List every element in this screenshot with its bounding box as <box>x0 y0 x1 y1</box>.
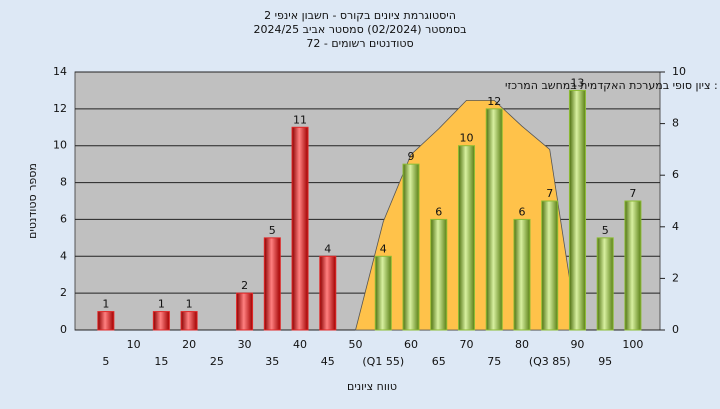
subtitle: סטודנטים רשומים - 72 <box>306 37 413 50</box>
bar <box>485 108 503 331</box>
value-label: 7 <box>629 187 636 200</box>
bar <box>513 218 531 331</box>
value-label: 6 <box>435 205 442 218</box>
x-tick-label: 20 <box>182 338 196 351</box>
x-tick-label: 95 <box>598 355 612 368</box>
value-label: 11 <box>293 113 307 126</box>
y2-tick-label: 8 <box>672 117 679 130</box>
x-tick-label: 5 <box>102 355 109 368</box>
x-tick-label: 100 <box>622 338 643 351</box>
x-tick-label: 45 <box>321 355 335 368</box>
x-tick-label: (Q1 55) <box>362 355 404 368</box>
y-tick-label: 6 <box>60 212 67 225</box>
value-label: 2 <box>241 279 248 292</box>
x-tick-label: 25 <box>210 355 224 368</box>
y-tick-label: 8 <box>60 176 67 189</box>
x-tick-label: 30 <box>238 338 252 351</box>
y2-tick-label: 6 <box>672 168 679 181</box>
y2-tick-label: 10 <box>672 65 686 78</box>
y2-tick-label: 4 <box>672 220 679 233</box>
bar <box>457 145 475 331</box>
bar <box>263 237 281 331</box>
value-label: 9 <box>408 150 415 163</box>
y2-tick-label: 2 <box>672 271 679 284</box>
value-label: 5 <box>602 224 609 237</box>
bar <box>430 218 448 331</box>
x-tick-label: 15 <box>154 355 168 368</box>
x-tick-label: (Q3 85) <box>529 355 571 368</box>
x-tick-label: 60 <box>404 338 418 351</box>
y-tick-label: 4 <box>60 249 67 262</box>
subtitle: בסמסטר (02/2024) סמסטר אביב 2024/25 <box>253 23 466 36</box>
value-label: 10 <box>459 132 473 145</box>
bar <box>541 200 559 331</box>
value-label: 5 <box>269 224 276 237</box>
bar <box>319 255 337 331</box>
value-label: 6 <box>518 205 525 218</box>
value-label: 4 <box>380 242 387 255</box>
y-tick-label: 2 <box>60 286 67 299</box>
x-tick-label: 40 <box>293 338 307 351</box>
value-label: 12 <box>487 95 501 108</box>
bar <box>97 311 115 331</box>
x-tick-label: 75 <box>487 355 501 368</box>
bar <box>624 200 642 331</box>
bar <box>402 163 420 331</box>
x-tick-label: 70 <box>459 338 473 351</box>
y-tick-label: 0 <box>60 323 67 336</box>
value-label: 4 <box>324 242 331 255</box>
value-label: 13 <box>570 76 584 89</box>
x-tick-label: 80 <box>515 338 529 351</box>
x-axis-label: טווח ציונים <box>347 380 397 393</box>
x-tick-label: 90 <box>570 338 584 351</box>
y-axis-label: מספר סטודנטים <box>26 163 39 239</box>
value-label: 7 <box>546 187 553 200</box>
chart-title: היסטוגרמת ציונים בקורס - חשבון אינפי 2 <box>264 9 456 22</box>
x-tick-label: 65 <box>432 355 446 368</box>
y-tick-label: 12 <box>53 102 67 115</box>
bar <box>374 255 392 331</box>
bar <box>180 311 198 331</box>
y-tick-label: 14 <box>53 65 67 78</box>
bar <box>152 311 170 331</box>
y2-tick-label: 0 <box>672 323 679 336</box>
value-label: 1 <box>186 298 193 311</box>
bar <box>291 126 309 331</box>
bar <box>596 237 614 331</box>
y-tick-label: 10 <box>53 139 67 152</box>
value-label: 1 <box>102 298 109 311</box>
x-tick-label: 35 <box>265 355 279 368</box>
bar <box>568 89 586 331</box>
x-tick-label: 10 <box>127 338 141 351</box>
bar <box>236 292 254 331</box>
x-tick-label: 50 <box>349 338 363 351</box>
value-label: 1 <box>158 298 165 311</box>
annotation: במשוחה : ציון סופי במערכת האקדמית במחשב … <box>505 79 720 92</box>
